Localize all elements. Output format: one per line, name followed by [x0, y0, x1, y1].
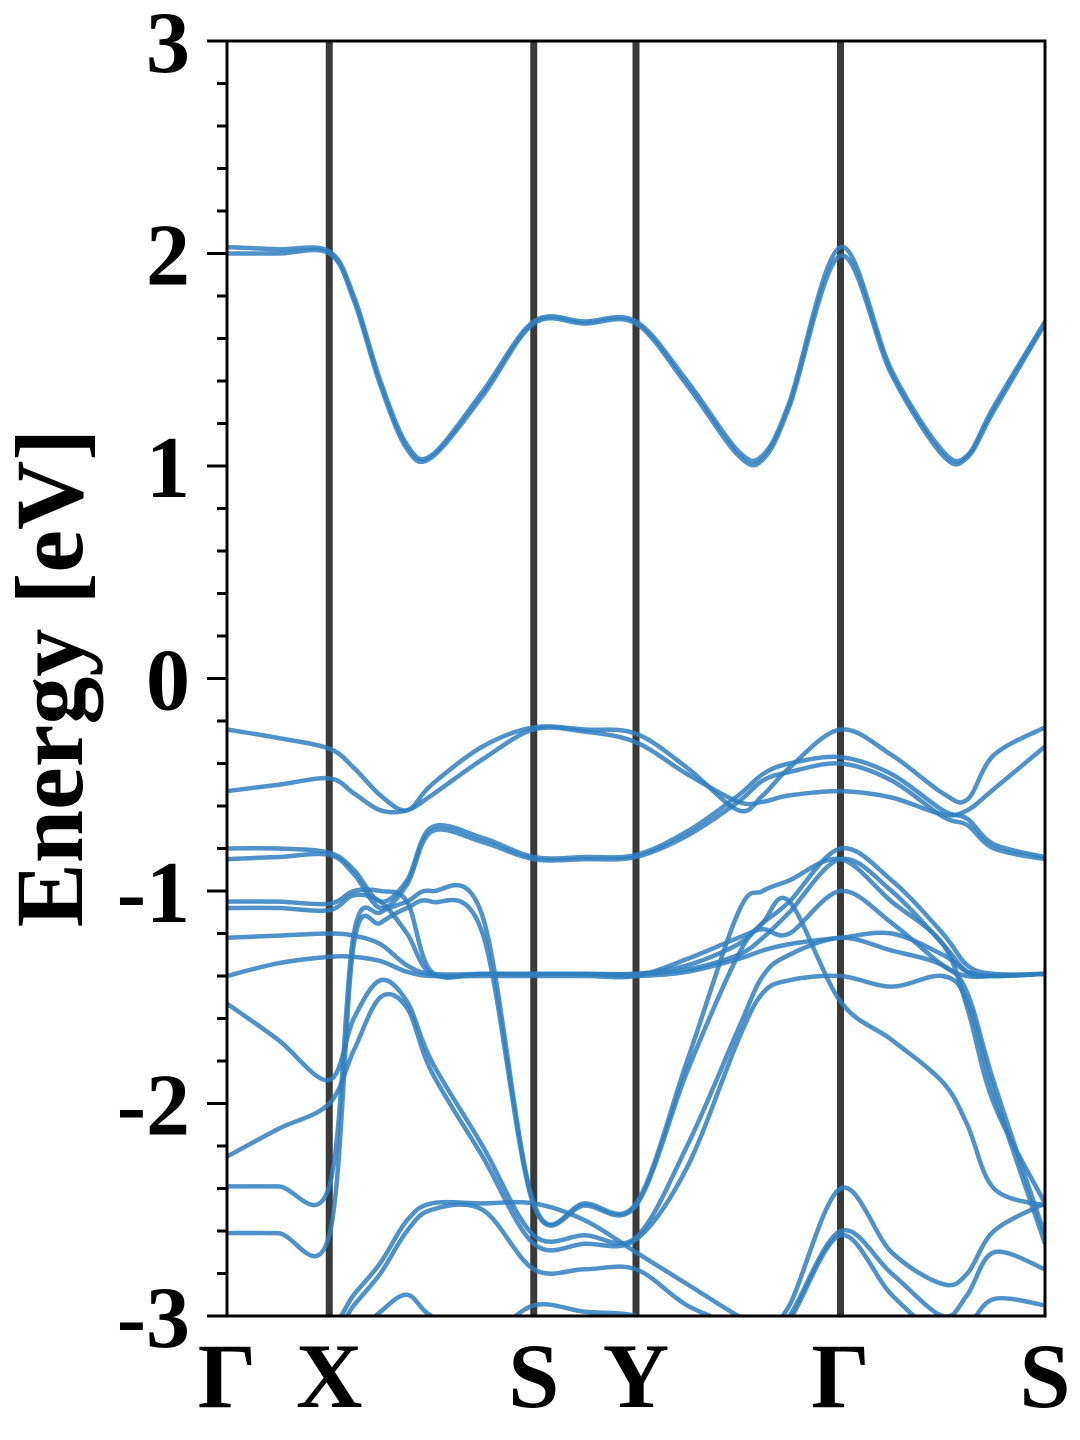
- y-tick-label: 3: [146, 0, 190, 92]
- x-tick-label: X: [296, 1325, 362, 1427]
- band-line-2: [227, 724, 1045, 814]
- y-tick-label: -3: [117, 1270, 190, 1367]
- band-line-11: [227, 973, 1045, 1253]
- x-tick-label: Γ: [811, 1325, 870, 1427]
- y-tick-label: -1: [117, 845, 190, 942]
- band-lines: [227, 244, 1045, 1316]
- band-line-10: [227, 935, 1045, 1246]
- x-tick-label: Y: [603, 1325, 669, 1427]
- band-line-5: [227, 761, 1045, 911]
- band-line-15: [344, 1202, 1045, 1316]
- x-tick-label: S: [1019, 1325, 1070, 1427]
- band-line-1: [227, 247, 1045, 468]
- y-axis-label: Energy [eV]: [0, 429, 103, 928]
- y-tick-label: 0: [146, 633, 190, 730]
- band-line-9: [227, 888, 1045, 980]
- y-tick-label: -2: [117, 1058, 190, 1155]
- y-tick-label: 2: [146, 208, 190, 305]
- band-line-13: [227, 895, 1045, 1259]
- y-tick-label: 1: [146, 420, 190, 517]
- x-tick-label: Γ: [198, 1325, 257, 1427]
- y-axis-ticks: 3 2 1 0 -1 -2 -3: [117, 0, 227, 1367]
- x-tick-label: S: [508, 1325, 559, 1427]
- band-line-14: [338, 1185, 1045, 1316]
- high-symmetry-lines: [325, 41, 844, 1316]
